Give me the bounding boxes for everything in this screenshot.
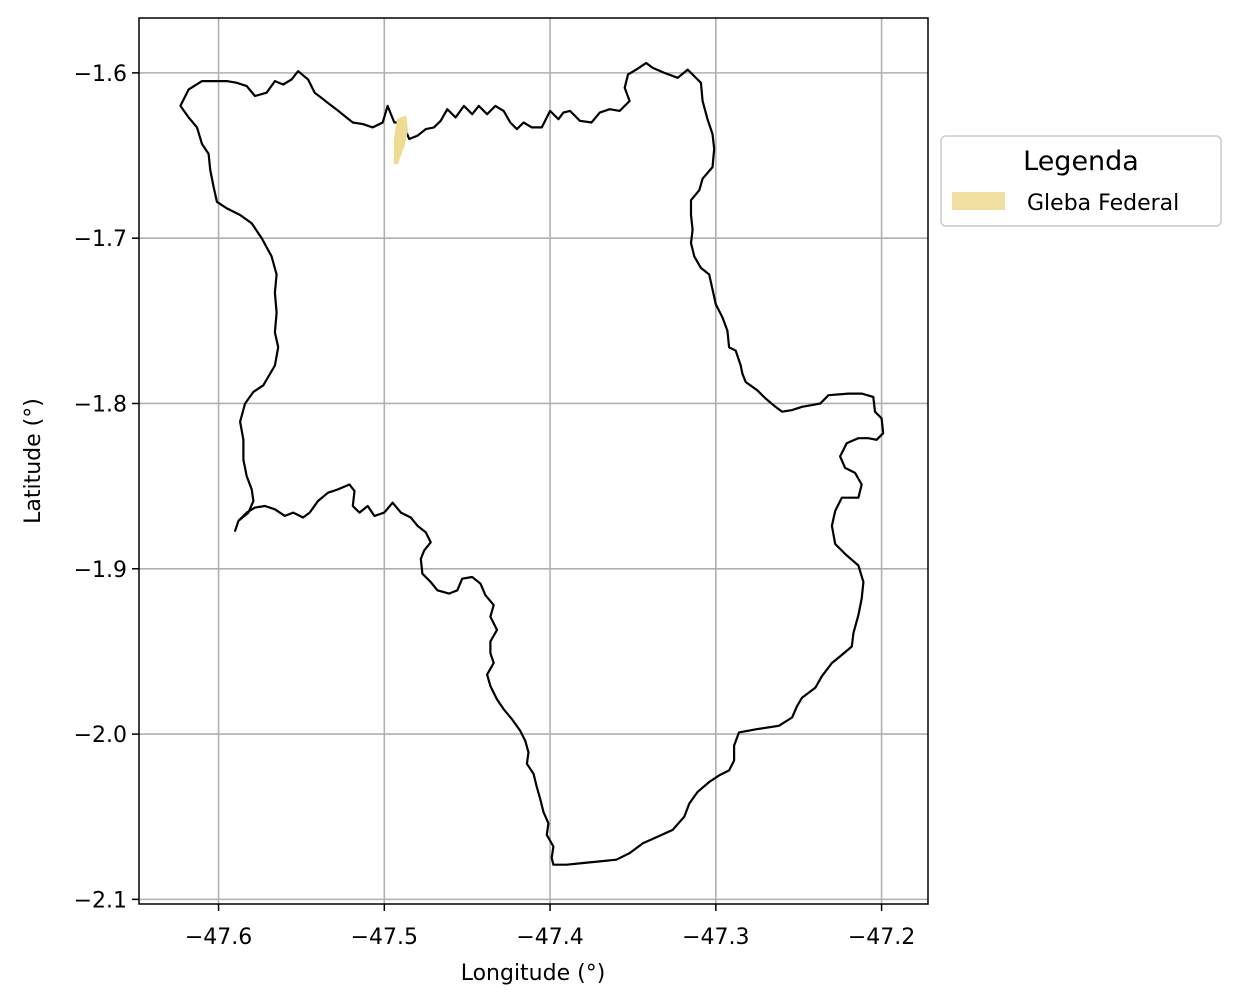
axis-ticks: −47.6 −47.5 −47.4 −47.3 −47.2 −1.6 −1.7 −1.8 −1.…: [74, 62, 916, 950]
legend-box: [940, 135, 1222, 227]
axes-background: [139, 18, 928, 904]
legend: Legenda Gleba Federal: [940, 135, 1222, 227]
y-tick-label: −1.9: [74, 558, 127, 583]
gleba-federal-area: [393, 115, 409, 165]
legend-label-gleba-federal: Gleba Federal: [1027, 191, 1179, 216]
x-tick-label: −47.3: [682, 925, 749, 950]
y-tick-label: −2.1: [74, 888, 127, 913]
map-shapes: [179, 61, 885, 866]
y-axis-label: Latitude (°): [21, 398, 46, 524]
y-tick-label: −1.8: [74, 392, 127, 417]
legend-swatch-gleba-federal: [952, 192, 1005, 210]
y-tick-label: −1.7: [74, 227, 127, 252]
y-tick-label: −2.0: [74, 723, 127, 748]
legend-title: Legenda: [1023, 146, 1139, 177]
x-tick-label: −47.4: [516, 925, 583, 950]
grid-lines: [139, 18, 928, 904]
x-tick-label: −47.5: [351, 925, 418, 950]
x-axis-label: Longitude (°): [461, 961, 606, 986]
municipality-boundary: [179, 61, 885, 866]
y-tick-label: −1.6: [74, 62, 127, 87]
axes-frame: [138, 17, 929, 905]
x-tick-label: −47.6: [185, 925, 252, 950]
plot-area: −47.6 −47.5 −47.4 −47.3 −47.2 −1.6 −1.7 −1.8 −1.…: [74, 17, 929, 950]
x-tick-label: −47.2: [848, 925, 915, 950]
